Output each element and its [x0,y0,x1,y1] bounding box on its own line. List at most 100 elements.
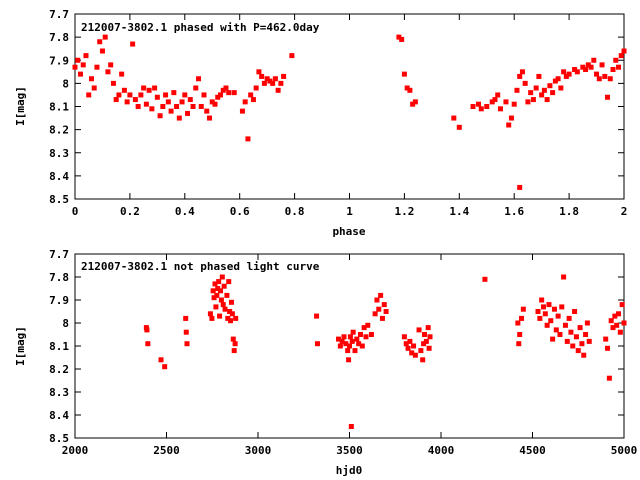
data-point [497,106,503,112]
data-point [229,311,235,317]
data-point [456,124,462,130]
data-point [525,99,531,105]
data-point [163,92,169,98]
data-point [551,306,557,312]
data-point [83,53,89,59]
data-point [204,108,210,114]
data-point [182,92,188,98]
data-point [563,73,569,79]
data-point [412,352,418,358]
y-tick-label: 7.9 [49,54,69,67]
data-point [540,304,546,310]
data-point [399,36,405,42]
data-point [350,329,356,335]
data-point [566,315,572,321]
data-point [517,184,523,190]
data-point [339,338,345,344]
data-point [226,90,232,96]
data-point [418,348,424,354]
x-tick-label: 1.8 [559,205,579,218]
data-point [75,57,81,63]
data-point [583,67,589,72]
data-point [492,97,498,103]
x-tick-label: 0 [72,205,79,218]
y-tick-label: 8.1 [49,340,69,353]
data-point [222,306,228,312]
data-point [519,69,525,75]
data-point [383,309,389,314]
data-point [227,309,233,314]
y-tick-label: 8.2 [49,124,69,137]
data-point [421,341,427,347]
data-point [610,67,616,72]
data-point [176,115,182,121]
data-point [613,57,619,63]
data-point [196,76,202,82]
data-point [403,341,409,347]
data-point [275,87,281,93]
data-point [190,104,196,109]
y-tick-label: 8.4 [49,409,69,422]
data-point [612,313,618,319]
data-point [374,297,380,303]
phased-x-ticks: 0 0.2 0.4 0.6 0.8 1 1.2 1.4 1.6 1.8 2 [72,14,627,218]
data-point [72,64,78,70]
data-point [585,62,591,68]
x-tick-label: 2500 [153,444,180,457]
data-point [548,318,554,324]
data-point [558,85,564,91]
data-point [404,85,410,91]
data-point [354,336,360,342]
data-point [228,318,234,324]
data-point [478,106,484,112]
data-point [110,80,116,86]
data-point [130,41,136,47]
data-point [503,99,509,105]
phased-y-axis-label: I[mag] [14,86,27,126]
data-point [557,332,563,337]
data-point [233,315,239,321]
data-point [357,332,363,337]
data-point [451,115,457,121]
data-point [289,53,295,59]
data-point [346,357,352,363]
data-point [614,322,620,328]
data-point [207,311,213,317]
data-point [368,332,374,337]
data-point [228,299,234,305]
y-tick-label: 8.1 [49,101,69,114]
data-point [113,97,119,103]
x-tick-label: 5000 [611,444,638,457]
data-point [517,332,523,337]
data-point [230,336,236,342]
data-point [583,332,589,337]
data-point [216,279,222,285]
data-point [352,348,358,354]
y-tick-label: 7.8 [49,31,69,44]
data-point [220,302,226,308]
data-point [412,99,418,105]
y-tick-label: 8.3 [49,386,69,399]
data-point [217,92,223,98]
data-point [347,343,352,349]
unphased-y-axis-label: I[mag] [14,326,27,366]
data-point [231,348,237,354]
data-point [616,64,622,70]
data-point [220,87,226,93]
data-point [336,336,342,342]
data-point [253,85,259,91]
unphased-x-ticks: 2000 2500 3000 3500 4000 4500 5000 [62,254,638,457]
data-point [361,325,367,331]
data-point [183,315,189,321]
data-point [281,73,287,79]
data-point [539,297,545,303]
data-point [555,313,561,319]
data-point [616,311,622,317]
data-point [426,345,432,351]
data-point [619,302,625,308]
data-point [535,309,541,314]
data-point [427,334,433,340]
data-point [381,302,387,308]
data-point [162,364,168,370]
